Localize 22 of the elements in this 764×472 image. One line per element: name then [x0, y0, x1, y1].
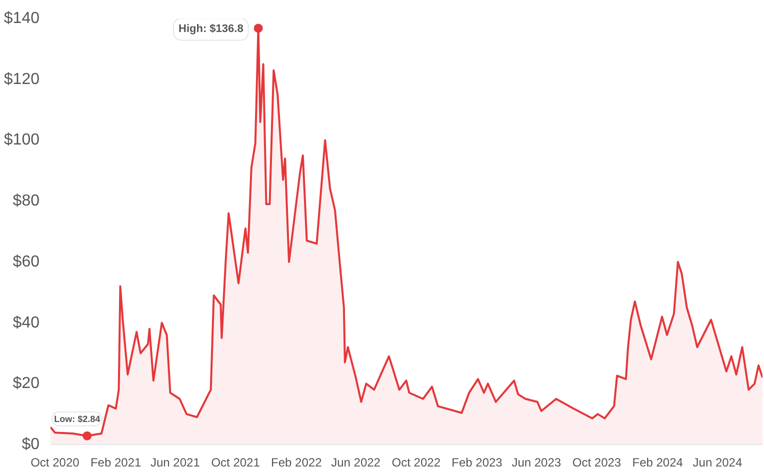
x-tick-label: Jun 2022: [331, 456, 381, 470]
y-tick-label: $120: [4, 70, 40, 88]
y-tick-label: $60: [12, 253, 40, 270]
x-tick-label: Oct 2021: [211, 456, 260, 470]
y-tick-label: $0: [22, 436, 40, 453]
x-tick-label: Oct 2023: [572, 456, 622, 470]
x-tick-label: Jun 2024: [692, 456, 742, 470]
x-tick-label: Jun 2021: [150, 456, 200, 470]
y-tick-label: $140: [4, 10, 40, 27]
y-tick-label: $100: [4, 132, 40, 149]
x-tick-label: Oct 2020: [30, 456, 80, 470]
y-tick-label: $20: [12, 375, 40, 392]
annotation: High: $136.8: [178, 23, 244, 36]
annotation: Low: $2.84: [54, 414, 100, 424]
y-tick-label: $80: [12, 192, 40, 210]
x-tick-label: Feb 2021: [90, 456, 142, 470]
x-tick-label: Jun 2023: [512, 456, 562, 470]
x-tick-label: Feb 2024: [632, 456, 684, 470]
x-tick-label: Feb 2022: [271, 456, 322, 470]
x-tick-label: Feb 2023: [452, 456, 503, 470]
y-tick-label: $40: [12, 314, 40, 332]
x-tick-label: Oct 2022: [392, 456, 441, 470]
